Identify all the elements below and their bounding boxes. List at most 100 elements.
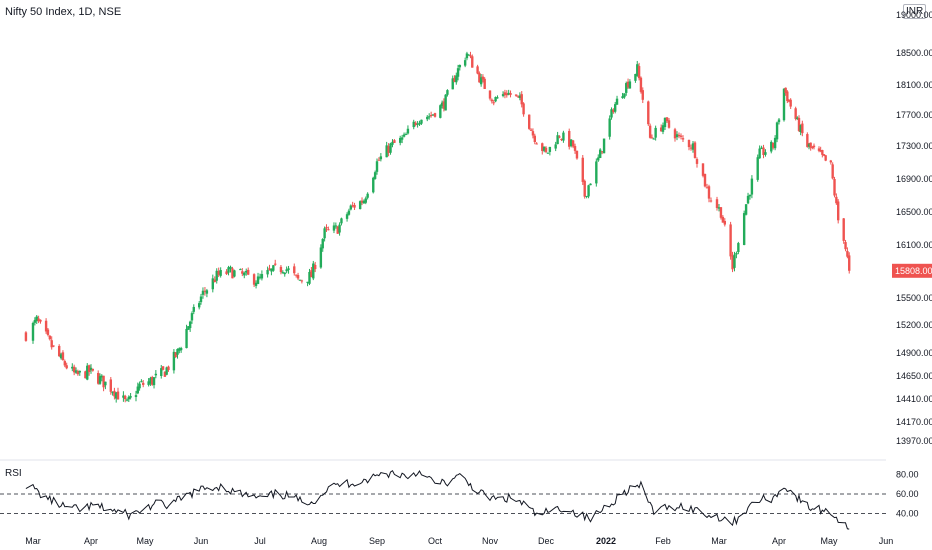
candle-body: [283, 272, 286, 275]
candle-body: [281, 272, 285, 274]
candle-body: [554, 144, 557, 149]
candle: [533, 133, 536, 145]
candle: [24, 331, 28, 342]
candle-body: [176, 348, 179, 355]
candle: [621, 92, 624, 99]
candle-body: [748, 194, 752, 197]
candle: [404, 132, 408, 136]
candle: [478, 71, 481, 83]
candle-body: [39, 319, 42, 322]
candle: [377, 157, 381, 161]
candle-body: [260, 274, 264, 279]
candle: [509, 90, 512, 98]
candle: [327, 226, 330, 231]
candle: [463, 57, 467, 68]
candle: [709, 197, 713, 203]
candle-body: [613, 104, 617, 112]
candle-body: [661, 125, 665, 132]
candle: [76, 369, 80, 376]
candle: [266, 266, 269, 278]
candle: [366, 192, 369, 200]
candle-body: [154, 373, 158, 376]
candle-body: [531, 131, 535, 136]
last-price-tag: [892, 263, 932, 278]
candle: [758, 145, 761, 159]
candle: [353, 202, 356, 211]
price-tick-label: 14170.00: [896, 417, 932, 427]
candle: [575, 150, 579, 160]
candle: [821, 149, 824, 158]
candle: [306, 281, 309, 287]
candle-body: [444, 94, 447, 111]
candle-body: [165, 367, 168, 375]
candle: [811, 145, 814, 150]
candle-body: [353, 204, 356, 208]
candle: [372, 176, 375, 194]
candle-body: [789, 99, 792, 107]
candle-body: [518, 95, 522, 99]
candle: [247, 267, 250, 276]
candle: [479, 73, 483, 87]
candle: [673, 127, 677, 142]
candle: [735, 251, 738, 259]
candle-body: [735, 253, 738, 255]
candle-body: [675, 134, 679, 138]
candle: [391, 139, 394, 148]
candle-body: [167, 366, 170, 370]
candle-body: [507, 92, 510, 95]
candle: [113, 387, 116, 400]
candle: [46, 328, 50, 337]
candle-body: [72, 366, 76, 373]
candle: [597, 154, 600, 162]
candle-body: [750, 178, 754, 195]
candle: [325, 224, 328, 232]
candle: [476, 64, 479, 75]
candle-body: [63, 361, 67, 366]
candle-body: [494, 97, 497, 102]
candle-body: [812, 145, 816, 148]
candle: [836, 199, 840, 224]
candle: [84, 370, 87, 379]
candle-body: [681, 138, 685, 140]
candle-body: [313, 264, 317, 270]
candle: [842, 218, 845, 244]
candle-body: [811, 147, 814, 149]
candle: [456, 64, 460, 81]
candle: [546, 152, 550, 155]
candle: [625, 81, 628, 96]
candle: [336, 225, 339, 234]
candle: [541, 142, 544, 155]
time-axis[interactable]: Mar Apr May Jun Jul Aug Sep Oct Nov Dec 2022 Feb Mar…: [25, 536, 893, 546]
price-axis[interactable]: 19000.00 18500.00 18100.00 17700.00 17300.00…: [896, 10, 932, 446]
candle-body: [528, 114, 531, 129]
candle: [192, 304, 195, 315]
candle-body: [581, 157, 584, 182]
candle-body: [406, 128, 410, 134]
candle-body: [35, 316, 38, 322]
candle: [628, 79, 632, 89]
candle: [187, 326, 190, 330]
candle-body: [610, 109, 613, 118]
candle-body: [33, 319, 37, 323]
candle-body: [197, 303, 201, 308]
candle-body: [746, 195, 750, 204]
candle: [134, 390, 138, 402]
candle: [733, 251, 736, 272]
candle-body: [270, 268, 273, 272]
candle: [142, 379, 145, 388]
candle-body: [758, 148, 761, 159]
time-tick-label: Apr: [772, 536, 786, 546]
candle-body: [332, 225, 336, 231]
candle-body: [731, 255, 734, 270]
rsi-axis[interactable]: 80.00 60.00 40.00: [896, 470, 919, 519]
currency-badge[interactable]: INR: [903, 4, 927, 19]
candle-body: [558, 136, 561, 138]
candle-body: [764, 152, 767, 155]
candle-body: [412, 121, 415, 128]
candle: [648, 123, 652, 139]
candle-body: [742, 213, 746, 245]
candle-body: [336, 226, 339, 234]
candle-body: [138, 383, 141, 389]
candle: [623, 93, 626, 99]
